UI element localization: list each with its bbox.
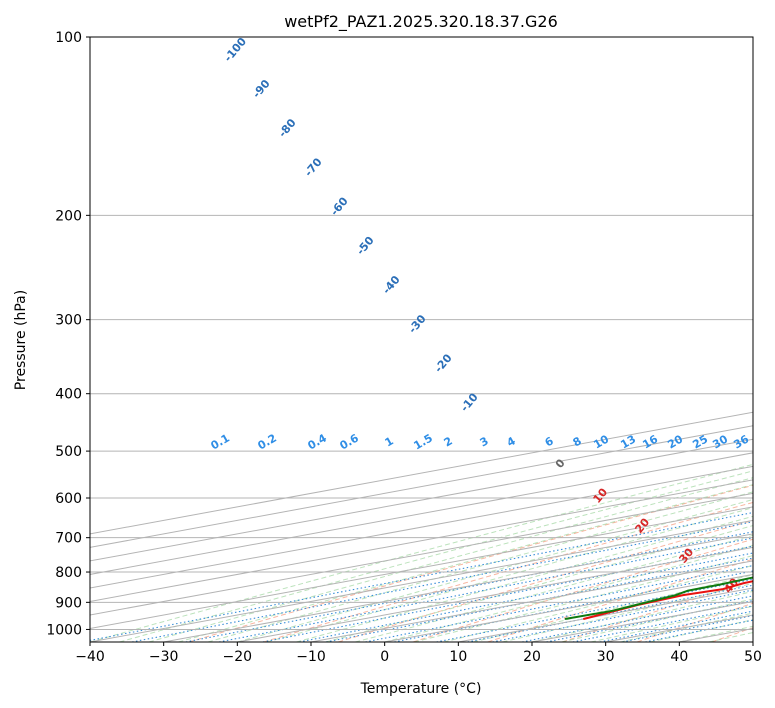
x-tick-label: 40 [670,649,688,665]
isotherm-line [90,492,753,616]
moist-adiabat-line [384,544,753,642]
moist-adiabat-line [90,463,753,642]
y-tick-label: 100 [55,30,82,46]
moist-adiabat-line [148,477,753,642]
x-tick-label: 30 [597,649,615,665]
y-tick-label: 600 [55,491,82,507]
y-tick-label: 1000 [46,622,82,638]
mixing-ratio-line [131,521,753,642]
y-tick-label: 700 [55,531,82,547]
dry-adiabat-line [338,519,753,642]
dry-adiabat-line [487,558,753,642]
moist-adiabat-line [207,491,753,642]
isotherm-line [90,452,753,575]
plot-background [90,37,753,642]
moist-adiabat-line [531,590,753,642]
dry-adiabat-line [562,579,753,642]
isotherm-line [90,519,753,642]
mixing-ratio-line [492,589,753,642]
x-tick-label: −30 [149,649,179,665]
isotherm-line [90,465,753,589]
profiles [564,576,753,620]
moist-adiabat-line [413,555,753,642]
temperature-profile-line [583,580,753,620]
y-tick-label: 200 [55,208,82,224]
isotherm-line [90,438,753,562]
y-tick-label: 800 [55,565,82,581]
x-tick-label: 10 [449,649,467,665]
chart-title: wetPf2_PAZ1.2025.320.18.37.G26 [284,12,558,32]
y-tick-label: 400 [55,387,82,403]
mixing-ratio-line [521,595,753,642]
x-tick-label: 0 [380,649,389,665]
plot-frame [89,36,754,643]
isotherm-line [90,425,753,548]
x-tick-label: 50 [744,649,762,665]
axes: −40 −30 −20 −10 0 10 20 30 40 50 100 200 300 400 500 60… [46,30,762,665]
moist-adiabat-line [502,582,753,642]
y-tick-label: 900 [55,595,82,611]
x-tick-label: −10 [296,649,326,665]
y-axis-label: Pressure (hPa) [13,290,29,390]
x-tick-label: −20 [223,649,253,665]
x-axis-label: Temperature (°C) [360,681,482,697]
moist-adiabat-line [325,525,753,642]
moist-adiabat-line [178,484,753,642]
x-tick-label: 20 [523,649,541,665]
dry-adiabat-line [188,484,753,642]
isotherm-line [752,641,753,642]
mixing-ratio-line [436,578,753,642]
moist-adiabat-line [119,470,753,642]
x-tick-label: −40 [75,649,105,665]
y-tick-label: 300 [55,313,82,329]
isotherm-line [90,479,753,602]
isotherm-line [163,533,753,642]
isotherm-line [90,506,753,629]
y-tick-label: 500 [55,444,82,460]
mixing-ratio-line [90,512,753,641]
